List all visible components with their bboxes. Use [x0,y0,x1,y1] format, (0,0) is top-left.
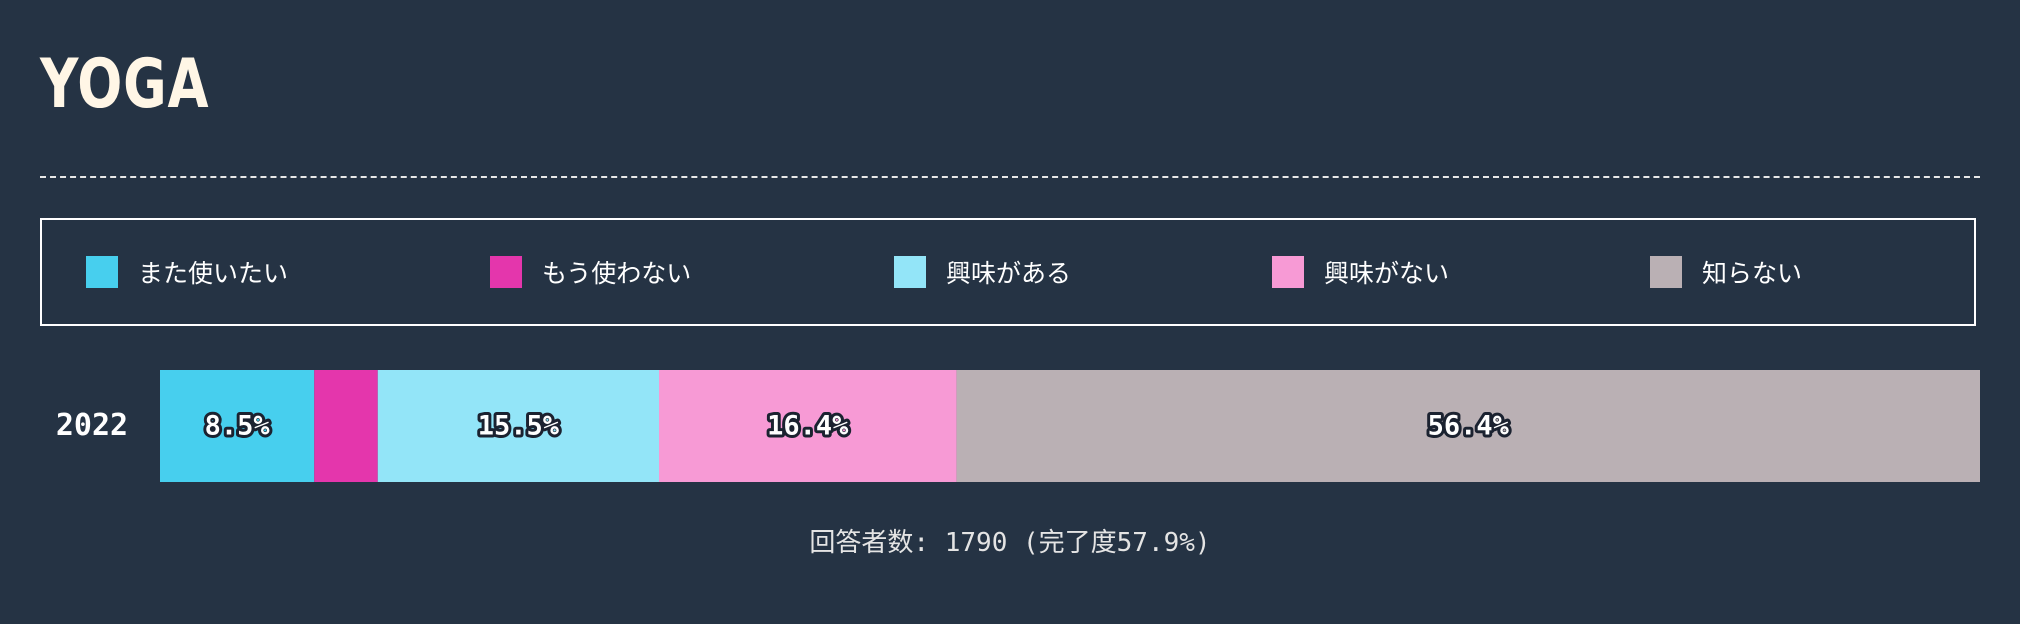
legend-label: また使いたい [138,259,289,288]
legend-item-not-interested[interactable]: 興味がない [1272,220,1449,324]
legend-swatch [1650,256,1682,288]
bar-segment-unaware[interactable] [956,370,1980,482]
legend-item-interested[interactable]: 興味がある [894,220,1071,324]
legend-label: もう使わない [542,259,692,288]
data-label-not-interested: 16.4% [767,411,849,442]
data-label-interested: 15.5% [478,411,560,442]
legend-swatch [894,256,926,288]
bar-segment-interested[interactable] [377,370,660,482]
bar-segment-want-again[interactable] [160,370,315,482]
dashed-divider [40,176,1980,178]
legend-label: 知らない [1702,259,1803,288]
legend-label: 興味がある [946,259,1072,288]
data-label-unaware: 56.4% [1428,411,1510,442]
row-label-year: 2022 [55,408,129,443]
legend-item-wont-use[interactable]: もう使わない [490,220,691,324]
legend-item-want-again[interactable]: また使いたい [86,220,288,324]
bar-segment-wont-use[interactable] [314,370,378,482]
chart-title: YOGA [40,45,210,124]
respondent-count: 回答者数: 1790 (完了度57.9%) [809,528,1211,558]
legend-item-unaware[interactable]: 知らない [1650,220,1802,324]
bar-segment-not-interested[interactable] [659,370,957,482]
legend-swatch [490,256,522,288]
data-label-want-again: 8.5% [205,411,271,442]
legend: また使いたい もう使わない 興味がある 興味がない 知らない [40,218,1976,326]
legend-swatch [86,256,118,288]
legend-swatch [1272,256,1304,288]
legend-label: 興味がない [1324,259,1450,288]
